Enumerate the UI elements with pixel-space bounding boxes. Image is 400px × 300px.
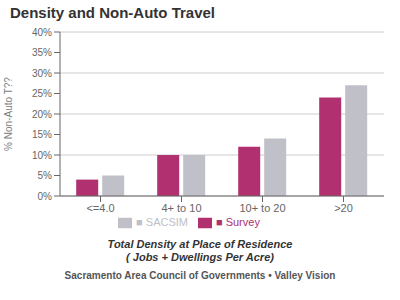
svg-text:40%: 40% xyxy=(32,27,52,38)
html-text:Density and Non-Auto Travel: Density and Non-Auto Travel xyxy=(10,4,215,21)
svg-text:20%: 20% xyxy=(32,109,52,120)
svg-text:15%: 15% xyxy=(32,129,52,140)
svg-text:5%: 5% xyxy=(38,170,53,181)
svg-text:35%: 35% xyxy=(32,47,52,58)
html-text:■ SACSIM: ■ SACSIM xyxy=(136,216,188,228)
svg-text:25%: 25% xyxy=(32,88,52,99)
svg-text:<=4.0: <=4.0 xyxy=(86,202,114,214)
svg-text:30%: 30% xyxy=(32,68,52,79)
svg-text:10+ to 20: 10+ to 20 xyxy=(239,202,285,214)
html-text:Sacramento Area Council of Gov: Sacramento Area Council of Governments •… xyxy=(64,270,336,281)
html-text:( Jobs + Dwellings Per Acre): ( Jobs + Dwellings Per Acre) xyxy=(126,251,274,263)
svg-text:% Non-Auto T??: % Non-Auto T?? xyxy=(8,77,14,151)
html-text:■ Survey: ■ Survey xyxy=(216,216,260,228)
html-text:Total Density at Place of Resi: Total Density at Place of Residence xyxy=(107,238,293,250)
svg-text:4+ to 10: 4+ to 10 xyxy=(161,202,201,214)
svg-text:>20: >20 xyxy=(334,202,353,214)
svg-text:10%: 10% xyxy=(32,150,52,161)
svg-text:0%: 0% xyxy=(38,191,53,202)
